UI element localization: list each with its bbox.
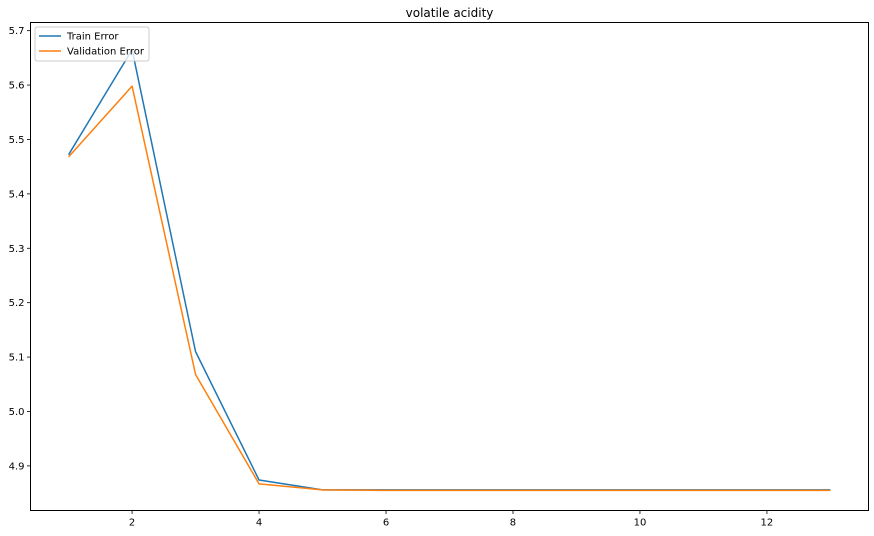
x-tick-label: 2 xyxy=(129,518,135,529)
y-tick-label: 5.4 xyxy=(9,189,25,200)
y-tick-label: 4.9 xyxy=(9,461,25,472)
y-axis: 4.9 5.0 5.1 5.2 5.3 5.4 5.5 5.6 5.7 xyxy=(9,26,31,472)
y-tick-label: 5.1 xyxy=(9,353,25,364)
x-axis: 2 4 6 8 10 12 xyxy=(129,510,774,529)
x-tick-label: 4 xyxy=(256,518,262,529)
y-tick-label: 5.2 xyxy=(9,298,25,309)
x-tick-label: 12 xyxy=(761,518,774,529)
legend-label-train: Train Error xyxy=(66,32,119,43)
series-line-train-error xyxy=(67,48,831,491)
y-tick-label: 5.7 xyxy=(9,26,25,37)
legend: Train Error Validation Error xyxy=(34,26,150,62)
plot-frame xyxy=(30,22,869,511)
chart-title: volatile acidity xyxy=(406,6,494,20)
y-tick-label: 5.0 xyxy=(9,407,25,418)
legend-label-validation: Validation Error xyxy=(67,47,145,58)
series-line-validation-error xyxy=(68,85,831,492)
series-layer xyxy=(67,48,831,492)
y-tick-label: 5.5 xyxy=(9,135,25,146)
x-tick-label: 10 xyxy=(634,518,647,529)
y-tick-label: 5.6 xyxy=(9,81,25,92)
y-tick-label: 5.3 xyxy=(9,244,25,255)
x-tick-label: 8 xyxy=(510,518,516,529)
x-tick-label: 6 xyxy=(383,518,389,529)
legend-box xyxy=(34,26,150,62)
